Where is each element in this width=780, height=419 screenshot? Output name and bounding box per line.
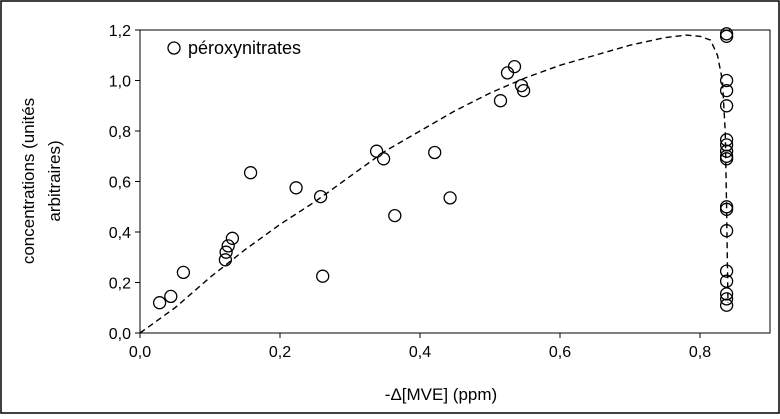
data-point [243,166,258,180]
trend-curve [139,34,729,334]
y-tick-label: 1,0 [109,74,131,91]
legend-marker [167,41,181,55]
data-point [443,191,457,205]
y-axis-label-line-2: arbitraires) [45,140,64,221]
data-point [164,289,178,304]
data-point [388,208,402,223]
y-axis-label-line-1: concentrations (unités [19,98,38,264]
trend-curve-layer [139,34,729,334]
x-tick-label: 0,4 [409,344,431,361]
data-point [719,152,734,166]
legend: péroxynitrates [167,38,301,58]
data-point [719,83,734,98]
data-point [719,202,734,216]
data-point [316,269,330,283]
data-point [313,189,328,204]
data-point [493,94,508,108]
data-point [221,239,235,253]
data-points [152,27,734,312]
data-point [719,73,734,88]
data-point [176,265,191,280]
data-point [719,29,734,43]
data-point [719,287,734,301]
data-point [719,224,734,238]
data-point [428,145,442,160]
axis-ticks: 0,0 0,2 0,4 0,6 0,8 1,0 1,2 0,0 0,2 0,4 0,6 0,8 [109,23,711,361]
data-point [719,292,734,306]
data-point [225,231,240,245]
data-point [719,264,734,278]
x-tick-label: 0,8 [689,344,711,361]
y-tick-label: 0,4 [109,225,131,242]
data-point [516,83,531,98]
legend-label: péroxynitrates [188,38,301,58]
x-tick-label: 0,6 [549,344,571,361]
y-tick-label: 0,6 [109,175,131,192]
y-tick-label: 1,2 [109,23,131,40]
data-point [152,296,167,310]
x-tick-label: 0,0 [129,344,151,361]
y-tick-label: 0,2 [109,276,131,293]
data-point [719,274,734,288]
x-tick-label: 0,2 [269,344,291,361]
data-point [369,144,384,158]
data-point [719,99,734,113]
x-axis-label: -Δ[MVE] (ppm) [385,385,497,404]
data-point [719,144,734,158]
data-point [289,181,303,195]
data-point [376,152,391,166]
data-point [219,245,233,259]
data-point [507,59,522,74]
y-axis-label: concentrations (unités arbitraires) [19,98,64,264]
y-tick-label: 0,0 [109,326,131,343]
data-point [719,298,734,312]
data-point [218,253,233,267]
y-tick-label: 0,8 [109,124,131,141]
